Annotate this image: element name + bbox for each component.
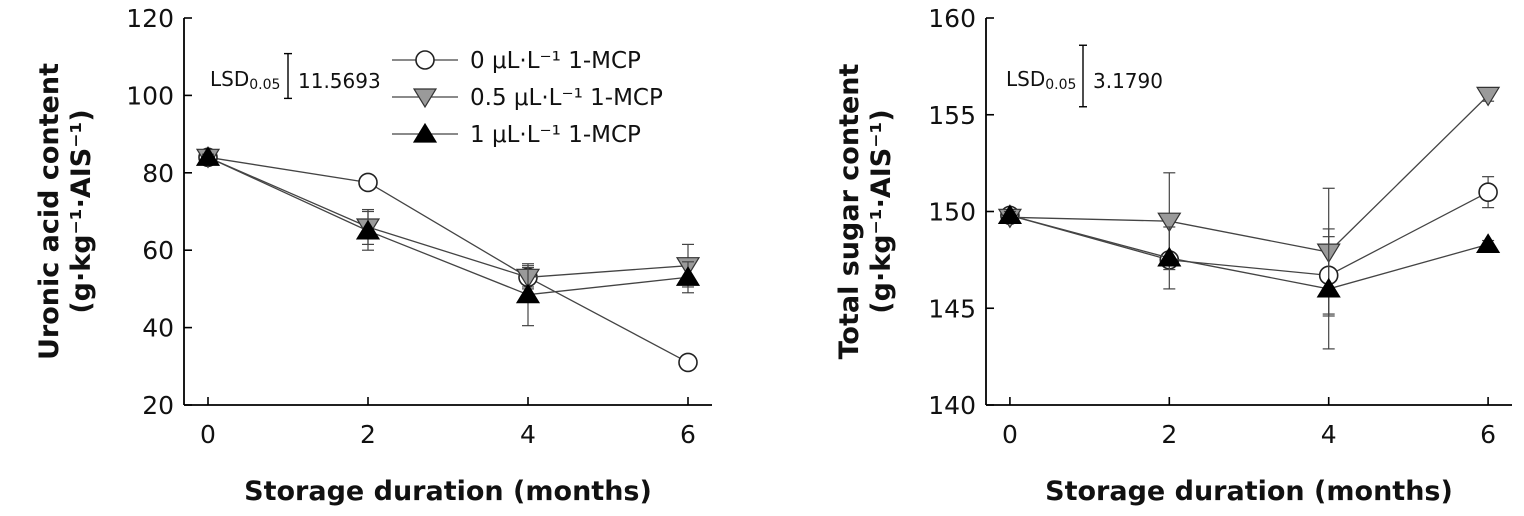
series-2: [195, 146, 701, 327]
lsd-label-sub: 0.05: [249, 77, 280, 93]
data-point: [515, 283, 541, 304]
y-tick-label: 155: [928, 101, 976, 130]
series-1: [195, 148, 701, 290]
data-point: [358, 172, 378, 193]
lsd-label: LSD0.05: [1006, 67, 1076, 93]
uronic-acid-chart: 20 40 60 80 100 120 0 2 4 6 Storage duration (mont…: [34, 4, 712, 507]
y-axis-title: Total sugar content: [834, 63, 865, 359]
data-point: [195, 146, 221, 166]
series-2: [997, 204, 1501, 350]
legend-marker: [415, 50, 435, 70]
data-point: [1476, 233, 1501, 253]
y-tick-label: 20: [142, 391, 174, 420]
x-axis-title: Storage duration (months): [1045, 476, 1453, 507]
y-tick-label: 145: [928, 294, 976, 323]
legend-marker: [412, 122, 438, 143]
series-line: [1009, 214, 1489, 290]
data-point: [355, 219, 381, 240]
y-axis-unit: (g·kg⁻¹·AIS⁻¹): [66, 109, 97, 313]
data-point: [1157, 246, 1182, 267]
series-line: [1009, 94, 1489, 253]
series-0: [198, 147, 698, 373]
lsd-value: 11.5693: [298, 69, 381, 93]
x-tick-label: 6: [680, 420, 696, 449]
data-point: [1476, 86, 1501, 107]
legend-label: 0 μL·L⁻¹ 1-MCP: [470, 48, 641, 74]
x-tick-label: 2: [360, 420, 376, 449]
lsd-label-main: LSD: [210, 67, 249, 91]
x-tick-label: 0: [200, 420, 216, 449]
legend-label: 0.5 μL·L⁻¹ 1-MCP: [470, 85, 663, 111]
lsd-value: 3.1790: [1093, 69, 1163, 93]
x-tick-label: 2: [1161, 420, 1177, 449]
y-tick-label: 120: [126, 4, 174, 33]
series-line: [207, 156, 689, 278]
y-tick-label: 40: [142, 314, 174, 343]
y-tick-label: 80: [142, 159, 174, 188]
x-tick-label: 4: [520, 420, 536, 449]
legend: 0 μL·L⁻¹ 1-MCP 0.5 μL·L⁻¹ 1-MCP 1 μL·L⁻¹ 1…: [392, 48, 663, 148]
data-point: [1316, 277, 1341, 298]
series-0: [1000, 176, 1498, 315]
data-point: [1157, 212, 1182, 233]
series-line: [1009, 191, 1489, 277]
y-tick-label: 140: [928, 391, 976, 420]
series-line: [207, 156, 689, 296]
data-point: [675, 266, 701, 286]
series-line: [207, 156, 689, 364]
total-sugar-chart: 140 145 150 155 160 0 2 4 6 Storage duration (mon…: [834, 4, 1512, 507]
data-point: [678, 352, 698, 373]
x-axis-title: Storage duration (months): [244, 476, 652, 507]
legend-marker: [412, 88, 438, 109]
x-tick-label: 4: [1321, 420, 1337, 449]
y-tick-label: 100: [126, 81, 174, 110]
legend-label: 1 μL·L⁻¹ 1-MCP: [470, 122, 641, 148]
y-tick-label: 150: [928, 198, 976, 227]
lsd-label: LSD0.05: [210, 67, 280, 93]
x-tick-label: 6: [1480, 420, 1496, 449]
data-point: [1478, 182, 1498, 202]
y-axis-unit: (g·kg⁻¹·AIS⁻¹): [866, 109, 897, 313]
y-axis-title: Uronic acid content: [34, 63, 65, 360]
y-tick-label: 160: [928, 4, 976, 33]
y-tick-label: 60: [142, 236, 174, 265]
data-point: [997, 204, 1022, 224]
series-1: [997, 86, 1501, 317]
x-tick-label: 0: [1002, 420, 1018, 449]
lsd-label-main: LSD: [1006, 67, 1045, 91]
lsd-label-sub: 0.05: [1045, 77, 1076, 93]
